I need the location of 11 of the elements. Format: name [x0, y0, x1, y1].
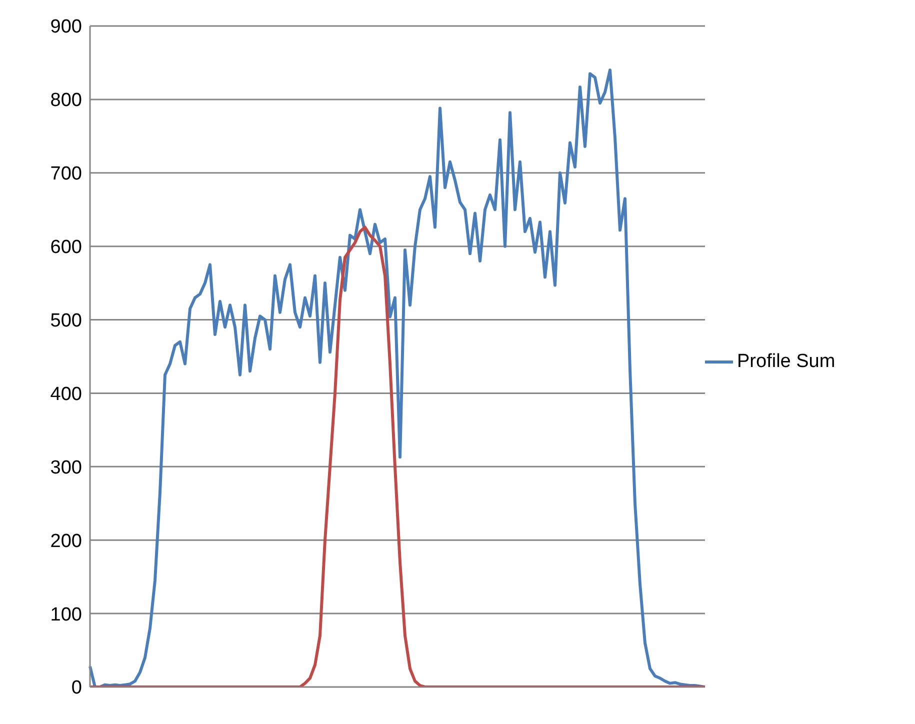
y-tick-label: 300 — [50, 457, 82, 478]
legend-label: Profile Sum — [737, 351, 836, 373]
y-tick-label: 400 — [50, 384, 82, 405]
y-tick-label: 100 — [50, 604, 82, 626]
y-tick-label: 500 — [50, 310, 82, 332]
y-tick-label: 900 — [50, 16, 82, 38]
y-tick-label: 800 — [50, 90, 82, 112]
y-tick-label: 0 — [71, 678, 82, 699]
y-tick-label: 200 — [50, 530, 82, 552]
y-tick-label: 600 — [50, 237, 82, 258]
y-tick-label: 700 — [50, 164, 82, 185]
